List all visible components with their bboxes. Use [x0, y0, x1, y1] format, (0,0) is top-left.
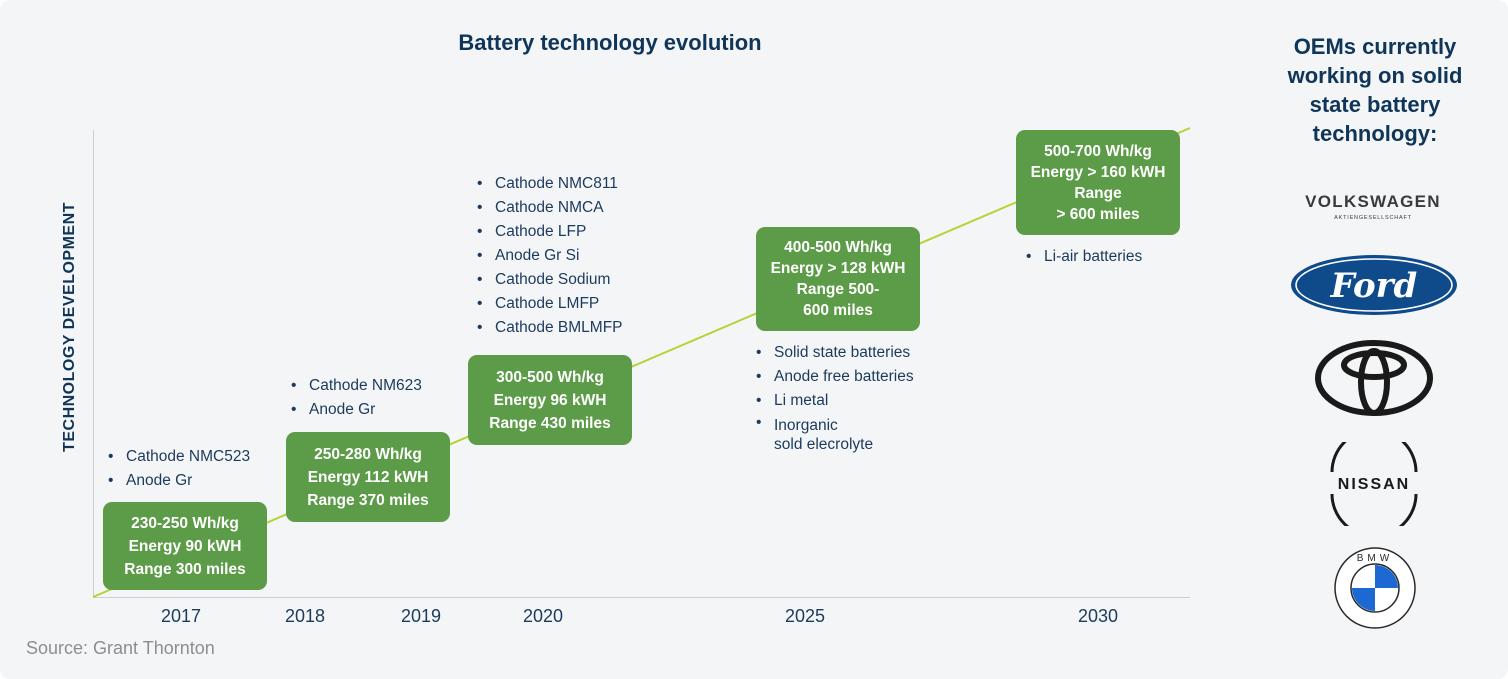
list-item: Cathode NMC811: [477, 172, 623, 196]
box-line: 300-500 Wh/kg: [496, 368, 604, 386]
box-line: 600 miles: [803, 302, 873, 319]
box-line: Range 430 miles: [489, 414, 611, 432]
box-line: Energy 96 kWH: [493, 391, 607, 409]
stage-2020-bullets: Cathode NMC811 Cathode NMCA Cathode LFP …: [477, 172, 623, 340]
stage-2025-box: 400-500 Wh/kg Energy > 128 kWH Range 500…: [756, 227, 920, 331]
list-item: Anode Gr Si: [477, 244, 623, 268]
list-item: Cathode BMLMFP: [477, 316, 623, 340]
list-item: Inorganic sold elecrolyte: [756, 413, 914, 456]
stage-2025-bullets: Solid state batteries Anode free batteri…: [756, 341, 914, 456]
list-item: Cathode Sodium: [477, 268, 623, 292]
list-item: Cathode LMFP: [477, 292, 623, 316]
stage-2017-bullets: Cathode NMC523 Anode Gr: [108, 445, 250, 493]
trend-line: [92, 127, 1191, 598]
list-item: Li metal: [756, 389, 914, 413]
year-label: 2019: [400, 606, 442, 626]
year-label: 2018: [284, 606, 326, 626]
volkswagen-subline: AKTIENGESELLSCHAFT: [1334, 215, 1412, 221]
oem-panel-title: OEMs currently working on solid state ba…: [1255, 32, 1495, 148]
chart-title: Battery technology evolution: [458, 30, 762, 55]
list-item: Anode free batteries: [756, 365, 914, 389]
stage-2018-bullets: Cathode NM623 Anode Gr: [291, 374, 422, 422]
list-item: Cathode LFP: [477, 220, 623, 244]
stage-2018-box: 250-280 Wh/kg Energy 112 kWH Range 370 m…: [286, 432, 450, 522]
oem-title-line: state battery: [1309, 92, 1441, 117]
oem-title-line: technology:: [1312, 121, 1438, 146]
box-line: Range 370 miles: [307, 491, 429, 509]
box-line: > 600 miles: [1056, 205, 1140, 223]
box-line: Energy 90 kWH: [128, 537, 242, 555]
list-item-line: sold elecrolyte: [774, 436, 874, 453]
year-label: 2030: [1077, 606, 1119, 626]
bmw-logo: BMW: [1334, 547, 1416, 629]
box-line: Range 500-: [796, 281, 880, 298]
stage-2030-box: 500-700 Wh/kg Energy > 160 kWH Range > 6…: [1016, 130, 1180, 235]
ford-logo: Ford: [1291, 255, 1457, 315]
source-note: Source: Grant Thornton: [26, 638, 215, 658]
oem-title-line: OEMs currently: [1293, 34, 1457, 59]
box-line: 500-700 Wh/kg: [1044, 142, 1152, 160]
oem-title-line: working on solid: [1287, 63, 1463, 88]
stage-2020-box: 300-500 Wh/kg Energy 96 kWH Range 430 mi…: [468, 355, 632, 445]
nissan-logo: NISSAN: [1330, 442, 1418, 526]
year-label: 2017: [160, 606, 202, 626]
list-item: Li-air batteries: [1026, 245, 1142, 269]
year-label: 2025: [784, 606, 826, 626]
box-line: 250-280 Wh/kg: [314, 445, 422, 463]
stage-2017-box: 230-250 Wh/kg Energy 90 kWH Range 300 mi…: [103, 502, 267, 590]
nissan-wordmark: NISSAN: [1338, 476, 1410, 493]
bmw-wordmark: BMW: [1357, 553, 1393, 564]
year-label: 2020: [522, 606, 564, 626]
box-line: Energy > 160 kWH: [1030, 163, 1166, 181]
box-line: 230-250 Wh/kg: [131, 514, 239, 532]
list-item: Cathode NMC523: [108, 445, 250, 469]
volkswagen-logo: VOLKSWAGEN AKTIENGESELLSCHAFT: [1283, 192, 1463, 221]
ford-wordmark: Ford: [1330, 266, 1418, 306]
list-item-line: Inorganic: [774, 417, 838, 434]
toyota-logo: [1315, 340, 1433, 416]
list-item: Cathode NM623: [291, 374, 422, 398]
y-axis-line: [93, 130, 94, 597]
box-line: Range 300 miles: [124, 560, 246, 578]
box-line: Range: [1074, 184, 1122, 202]
list-item: Anode Gr: [108, 469, 250, 493]
list-item: Solid state batteries: [756, 341, 914, 365]
list-item: Anode Gr: [291, 398, 422, 422]
box-line: Energy > 128 kWH: [770, 260, 906, 277]
x-axis-line: [93, 597, 1190, 598]
box-line: Energy 112 kWH: [307, 468, 429, 486]
list-item: Cathode NMCA: [477, 196, 623, 220]
stage-2030-bullets: Li-air batteries: [1026, 245, 1142, 269]
volkswagen-wordmark: VOLKSWAGEN: [1305, 192, 1441, 211]
box-line: 400-500 Wh/kg: [784, 239, 892, 256]
